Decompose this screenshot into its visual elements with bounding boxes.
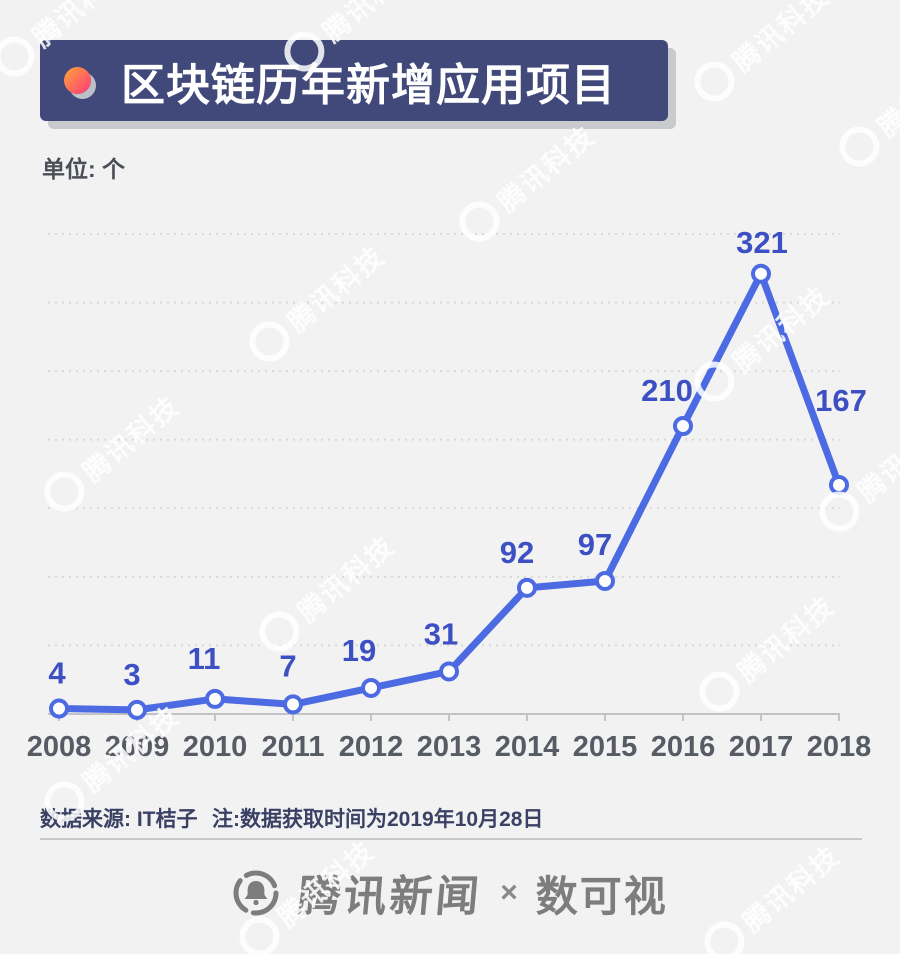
footer-divider bbox=[40, 838, 862, 840]
data-point-2012 bbox=[361, 677, 381, 698]
x-tick-label-2018: 2018 bbox=[807, 731, 872, 763]
x-tick-label-2011: 2011 bbox=[262, 731, 325, 763]
x-tick-label-2009: 2009 bbox=[105, 731, 170, 763]
data-point-2009 bbox=[127, 699, 147, 720]
data-point-2015 bbox=[595, 570, 615, 591]
x-tick-label-2010: 2010 bbox=[183, 731, 248, 763]
x-tick-label-2016: 2016 bbox=[651, 731, 716, 763]
data-point-2017 bbox=[751, 263, 771, 284]
x-tick-label-2017: 2017 bbox=[729, 731, 794, 763]
page-title: 区块链历年新增应用项目 bbox=[121, 60, 616, 110]
data-point-2011 bbox=[283, 694, 303, 715]
unit-label: 单位: 个 bbox=[42, 156, 126, 182]
value-label-2014: 92 bbox=[500, 535, 534, 570]
title-bullet-icon bbox=[64, 67, 91, 94]
x-tick-label-2008: 2008 bbox=[27, 731, 92, 763]
data-note-label: 注:数据获取时间为2019年10月28日 bbox=[212, 808, 544, 831]
x-tick-label-2013: 2013 bbox=[417, 731, 482, 763]
data-point-2014 bbox=[517, 577, 537, 598]
data-point-2016 bbox=[673, 416, 693, 437]
x-tick-label-2015: 2015 bbox=[573, 731, 638, 763]
footer: 数据来源: IT桔子 注:数据获取时间为2019年10月28日 bbox=[40, 803, 860, 833]
value-label-2010: 11 bbox=[188, 641, 221, 676]
value-label-2008: 4 bbox=[48, 656, 66, 691]
tencent-news-bell-icon bbox=[233, 870, 279, 916]
value-label-2017: 321 bbox=[736, 225, 788, 260]
x-tick-label-2014: 2014 bbox=[495, 731, 560, 763]
value-label-2015: 97 bbox=[578, 527, 612, 562]
value-label-2012: 19 bbox=[342, 633, 376, 668]
brand-separator: × bbox=[500, 876, 518, 909]
shukeshi-logo: 数可视 bbox=[535, 872, 668, 920]
title-banner: 区块链历年新增应用项目 bbox=[40, 40, 668, 121]
value-label-2009: 3 bbox=[123, 657, 140, 692]
data-point-2008 bbox=[49, 698, 69, 719]
value-label-2018: 167 bbox=[815, 383, 867, 418]
value-label-2016: 210 bbox=[641, 373, 693, 408]
data-source-label: 数据来源: IT桔子 bbox=[40, 808, 198, 831]
branding-row: 腾讯新闻 × 数可视 bbox=[0, 862, 900, 924]
data-point-2010 bbox=[205, 688, 225, 709]
data-point-2013 bbox=[439, 661, 459, 682]
value-label-2013: 31 bbox=[424, 616, 458, 651]
value-label-2011: 7 bbox=[279, 648, 296, 683]
data-point-2018 bbox=[829, 474, 849, 495]
x-tick-label-2012: 2012 bbox=[339, 731, 404, 763]
